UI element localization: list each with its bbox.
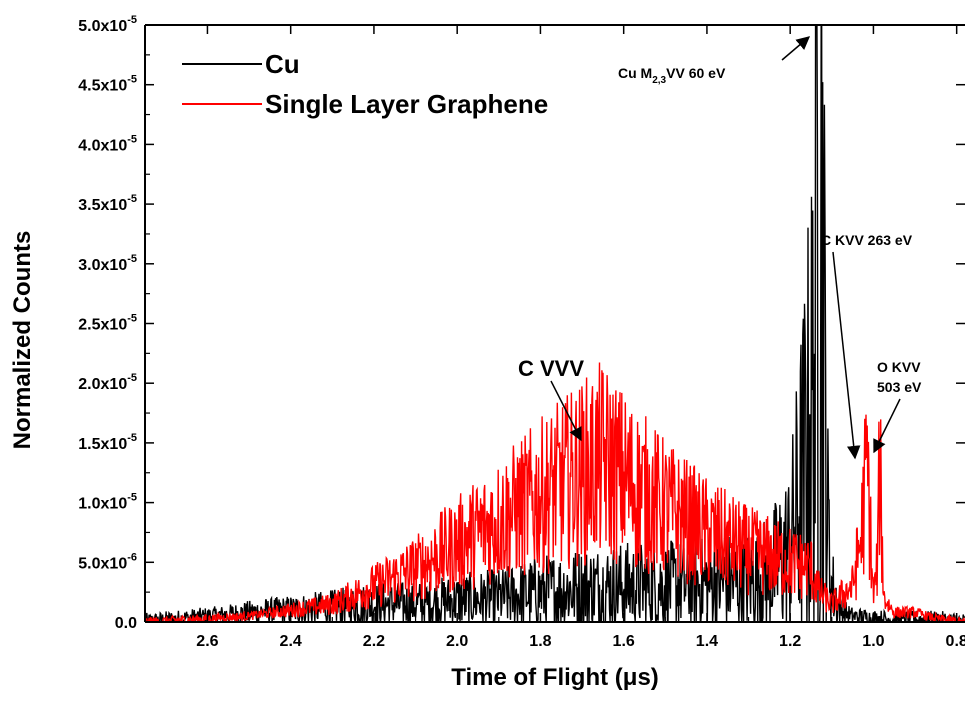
y-tick-label: 0.0 — [115, 615, 137, 632]
arrow-o-kvv — [873, 398, 901, 454]
x-tick-label: 1.2 — [779, 633, 801, 650]
annotations: Cu M2,3VV 60 eV C KVV 263 eV O KVV 503 e… — [518, 36, 922, 460]
x-tick-label: 1.0 — [862, 633, 884, 650]
x-tick-label: 2.0 — [446, 633, 468, 650]
legend-label-cu: Cu — [265, 49, 300, 79]
x-tick-label: 0.8 — [946, 633, 965, 650]
x-tick-label: 1.6 — [613, 633, 635, 650]
x-tick-label: 1.4 — [696, 633, 718, 650]
y-axis-title: Normalized Counts — [9, 231, 36, 450]
arrow-cu-m23vv — [781, 36, 811, 61]
annotation-c-kvv: C KVV 263 eV — [821, 232, 913, 248]
y-tick-label: 4.0x10-5 — [78, 133, 137, 154]
series-line-single-layer-graphene — [145, 362, 965, 622]
y-tick-label: 2.0x10-5 — [78, 372, 137, 393]
y-tick-label: 1.5x10-5 — [78, 432, 137, 453]
y-tick-label: 2.5x10-5 — [78, 313, 137, 334]
annotation-o-kvv-line2: 503 eV — [877, 379, 922, 395]
annotation-c-vvv: C VVV — [518, 356, 584, 381]
x-tick-label: 2.4 — [280, 633, 302, 650]
y-tick-label: 4.5x10-5 — [78, 74, 137, 95]
arrow-c-vvv — [550, 380, 582, 442]
legend-label-single-layer-graphene: Single Layer Graphene — [265, 89, 548, 119]
annotation-o-kvv-line1: O KVV — [877, 359, 921, 375]
y-tick-label: 3.5x10-5 — [78, 193, 137, 214]
y-axis-ticks: 0.0 5.0x10-6 1.0x10-5 1.5x10-5 2.0x10-5 2.5x1… — [78, 14, 965, 632]
y-tick-label: 5.0x10-6 — [78, 551, 137, 572]
y-tick-label: 1.0x10-5 — [78, 492, 137, 513]
series-line-cu — [145, 25, 965, 622]
x-tick-label: 2.2 — [363, 633, 385, 650]
x-axis-title: Time of Flight (μs) — [451, 664, 659, 691]
y-tick-label: 5.0x10-5 — [78, 14, 137, 35]
legend: Cu Single Layer Graphene — [182, 49, 548, 119]
arrow-c-kvv — [832, 251, 861, 460]
x-tick-label: 1.8 — [529, 633, 551, 650]
y-tick-label: 3.0x10-5 — [78, 253, 137, 274]
x-axis-ticks: 2.6 2.4 2.2 2.0 1.8 1.6 1.4 1.2 1.0 0.8 — [196, 25, 965, 650]
x-tick-label: 2.6 — [196, 633, 218, 650]
annotation-cu-m23vv: Cu M2,3VV 60 eV — [618, 65, 726, 86]
